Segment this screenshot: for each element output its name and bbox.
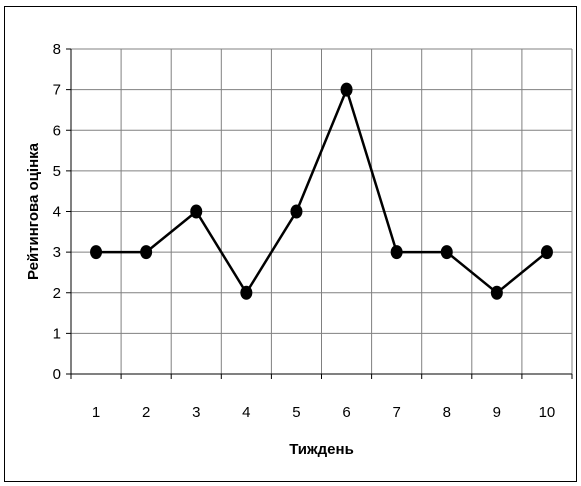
data-point (390, 245, 403, 260)
data-point (540, 245, 553, 260)
x-tick-labels: 1 2 3 4 5 6 7 8 9 10 (70, 374, 573, 421)
y-tick-label: 0 (53, 366, 61, 383)
chart-frame (4, 6, 577, 482)
data-point (490, 285, 503, 300)
x-tick-label: 2 (142, 404, 150, 421)
y-axis-title: Рейтингова оцінка (25, 142, 42, 280)
data-point (440, 245, 453, 260)
grid (71, 48, 573, 374)
x-tick-label: 9 (493, 404, 501, 421)
x-tick-label: 1 (92, 404, 100, 421)
x-tick-label: 7 (392, 404, 400, 421)
x-tick-label: 8 (443, 404, 451, 421)
data-point (340, 82, 353, 97)
y-tick-label: 3 (53, 244, 61, 261)
y-tick-label: 7 (53, 82, 61, 99)
data-series (90, 82, 553, 300)
y-tick-label: 1 (53, 325, 61, 342)
y-tick-label: 2 (53, 285, 61, 302)
data-point (290, 204, 303, 219)
x-tick-label: 5 (292, 404, 300, 421)
x-tick-label: 3 (192, 404, 200, 421)
y-tick-label: 4 (53, 204, 61, 221)
series-line (96, 85, 548, 296)
y-tick-label: 6 (53, 122, 61, 139)
data-point (90, 245, 103, 260)
data-point (140, 245, 153, 260)
y-tick-label: 5 (53, 163, 61, 180)
y-tick-labels: 0 1 2 3 4 5 6 7 8 (53, 41, 71, 383)
x-tick-label: 10 (539, 404, 556, 421)
x-tick-label: 6 (342, 404, 350, 421)
y-tick-label: 8 (53, 41, 61, 58)
data-point (240, 285, 253, 300)
data-point (190, 204, 203, 219)
x-tick-label: 4 (242, 404, 250, 421)
x-axis-title: Тиждень (289, 441, 354, 458)
